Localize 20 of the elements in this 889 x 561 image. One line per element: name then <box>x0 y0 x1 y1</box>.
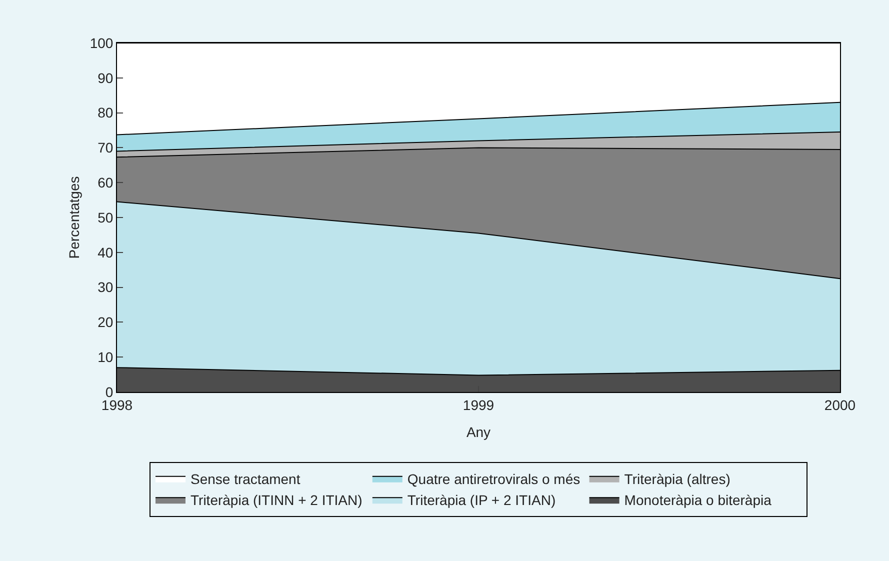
x-tick-label: 1999 <box>462 396 494 413</box>
y-tick-label: 100 <box>90 34 114 51</box>
y-tick-label: 30 <box>98 279 114 296</box>
legend-label: Triteràpia (IP + 2 ITIAN) <box>407 492 556 508</box>
y-tick-label: 20 <box>98 314 114 330</box>
y-axis-title: Percentatges <box>66 176 82 259</box>
x-tick-label: 2000 <box>824 396 856 413</box>
legend-label: Sense tractament <box>190 470 300 487</box>
y-tick-label: 80 <box>98 104 114 121</box>
y-tick-label: 10 <box>98 349 114 365</box>
y-tick-label: 50 <box>98 209 114 226</box>
y-tick-label: 60 <box>98 174 114 190</box>
legend-label: Triteràpia (altres) <box>624 470 730 487</box>
y-tick-label: 40 <box>98 244 114 260</box>
y-tick-label: 90 <box>98 70 114 86</box>
legend-label: Triteràpia (ITINN + 2 ITIAN) <box>190 492 362 508</box>
legend-label: Quatre antiretrovirals o més <box>407 470 580 487</box>
y-tick-label: 70 <box>98 140 114 156</box>
legend-label: Monoteràpia o biteràpia <box>624 492 772 508</box>
x-axis-title: Any <box>466 424 491 440</box>
